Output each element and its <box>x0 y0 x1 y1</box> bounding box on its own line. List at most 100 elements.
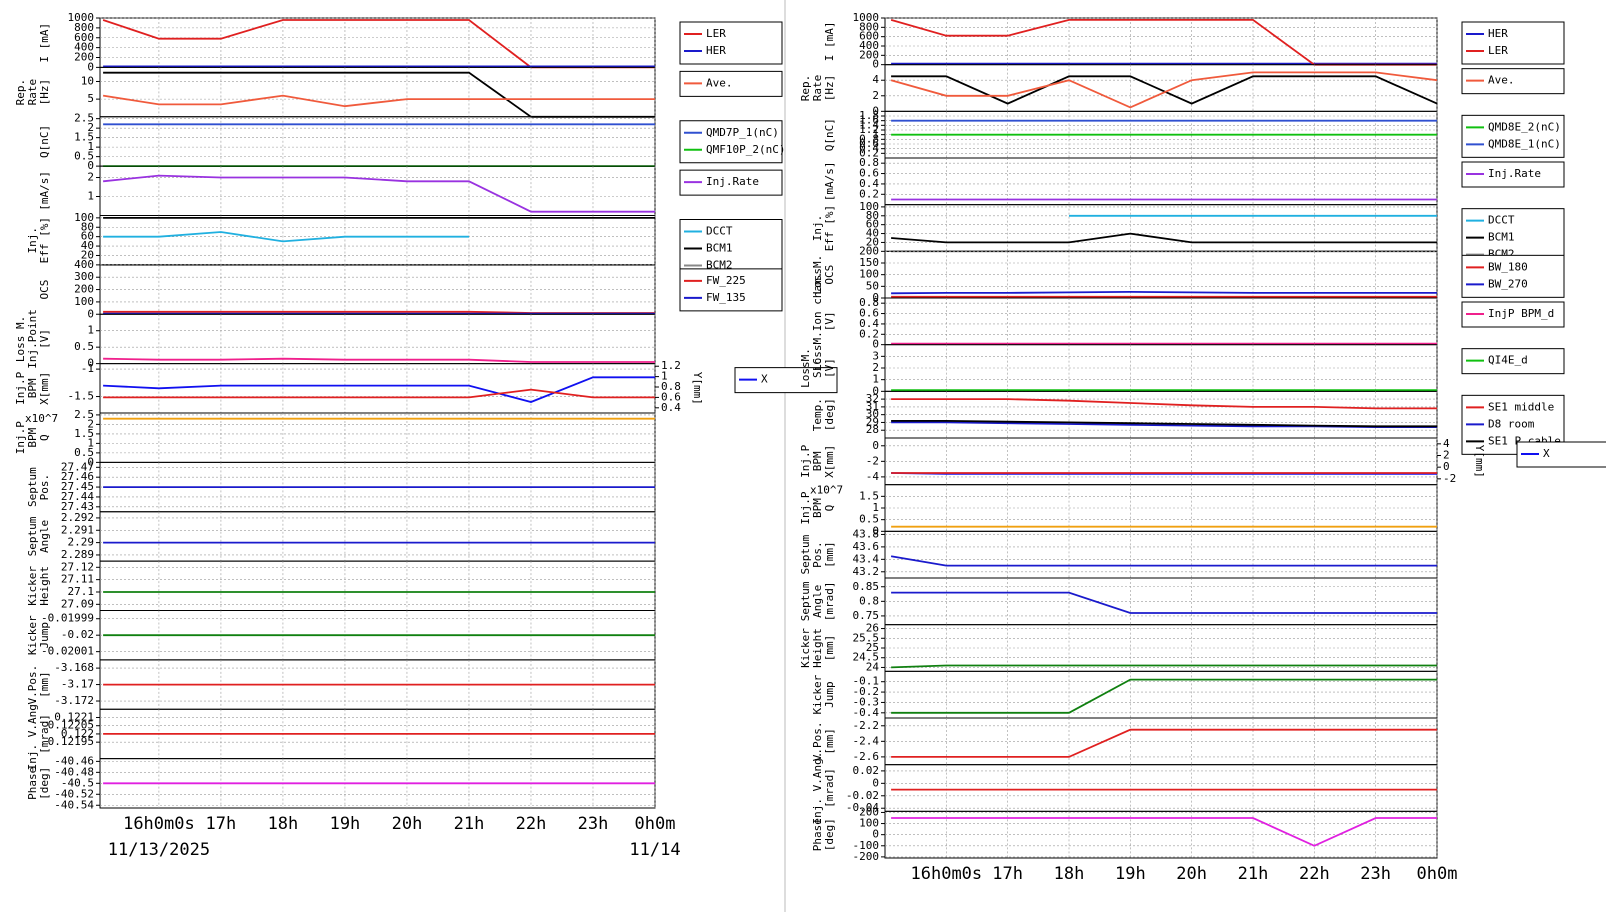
y-axis-label: OCS <box>823 265 836 285</box>
legend-label: BCM2 <box>706 259 733 272</box>
y-axis-label: Inj. <box>26 227 39 254</box>
legend-label: DCCT <box>706 225 733 238</box>
series-line <box>891 591 1437 614</box>
y-tick-label: 100 <box>859 200 879 213</box>
y-tick-label: 2 <box>87 417 94 430</box>
x-tick-label: 23h <box>578 814 609 834</box>
x-tick-label: 22h <box>516 814 547 834</box>
y-axis-label: Jump <box>38 622 51 649</box>
y-tick-label: 1.6 <box>859 114 879 127</box>
legend-label: Ave. <box>706 76 733 89</box>
y-tick-label: 1 <box>872 501 879 514</box>
y-axis-label: Eff [%] <box>823 205 836 251</box>
y-tick-label: 26 <box>866 622 879 635</box>
legend-label: HER <box>706 44 726 57</box>
y-axis-label: LossM. <box>799 348 812 388</box>
y-tick-label: 25 <box>866 641 879 654</box>
y-tick-label: 1 <box>872 373 879 386</box>
y2-tick-label: 0.4 <box>661 401 681 414</box>
y-tick-label: 2 <box>872 361 879 374</box>
y-tick-label: 200 <box>859 244 879 257</box>
y-axis-label: [Hz] <box>38 79 51 106</box>
y-tick-label: 43.6 <box>853 540 880 553</box>
series-line <box>103 231 469 243</box>
y-tick-label: 1 <box>87 324 94 337</box>
y-tick-label: 27.11 <box>61 573 94 586</box>
y-tick-label: 27.43 <box>61 500 94 513</box>
legend-box <box>679 21 783 65</box>
y-axis-label: Rep. <box>14 79 27 106</box>
y2-tick-label: 1 <box>661 370 668 383</box>
y-axis-label: X[mm] <box>38 372 51 405</box>
y-axis-label: Inj. V.Ang. <box>26 698 39 771</box>
y-tick-label: 400 <box>74 258 94 271</box>
y-tick-label: 0 <box>87 60 94 73</box>
y-axis-label: Phase <box>811 818 824 851</box>
y-tick-label: 1 <box>87 190 94 203</box>
y-tick-label: 800 <box>859 20 879 33</box>
y-tick-label: -3.168 <box>54 661 94 674</box>
y-axis-label: Kicker <box>811 674 824 714</box>
x-tick-label: 16h0m0s <box>911 864 983 884</box>
y-tick-label: 0 <box>872 338 879 351</box>
y-axis-label: Septum <box>26 516 39 556</box>
y-tick-label: 5 <box>87 92 94 105</box>
y-tick-label: 0 <box>87 357 94 370</box>
y-tick-label: 27.45 <box>61 480 94 493</box>
legend-label: QMD8E_1(nC) <box>1488 137 1561 150</box>
y-axis-label: Q[nC] <box>823 118 836 151</box>
y-tick-label: -0.2 <box>853 685 880 698</box>
series-line <box>890 555 1437 567</box>
series-line <box>891 75 1438 105</box>
y-tick-label: -2.6 <box>853 750 880 763</box>
legend-label: LER <box>706 27 726 40</box>
y-tick-label: 0.85 <box>853 580 880 593</box>
y-tick-label: -0.02001 <box>41 645 94 658</box>
y-axis-label: [deg] <box>823 818 836 851</box>
y-tick-label: 0.8 <box>859 594 879 607</box>
y-tick-label: 0.5 <box>74 446 94 459</box>
y-axis-label: [mrad] <box>823 768 836 808</box>
y-tick-label: 0 <box>872 384 879 397</box>
y-tick-label: 1000 <box>853 11 880 24</box>
legend-label: QI4E_d <box>1488 354 1528 367</box>
y-tick-label: 0.4 <box>859 177 879 190</box>
legend-label: Inj.Rate <box>1488 167 1541 180</box>
y-tick-label: 0 <box>872 104 879 117</box>
y-axis-label: LossM. <box>811 255 824 295</box>
x-tick-label: 20h <box>392 814 423 834</box>
legend-box <box>1461 21 1565 65</box>
y-tick-label: 600 <box>74 31 94 44</box>
x-tick-label: 0h0m <box>635 814 676 834</box>
y-tick-label: 40 <box>866 227 879 240</box>
legend-label: LER <box>1488 44 1508 57</box>
y-axis-label: [V] <box>823 311 836 331</box>
y-tick-label: 3 <box>872 349 879 362</box>
y-tick-label: 27.44 <box>61 490 94 503</box>
y-tick-label: 0.75 <box>853 609 880 622</box>
y-tick-label: 1 <box>87 436 94 449</box>
legend-label: Inj.Rate <box>706 175 759 188</box>
y-tick-label: 1 <box>87 140 94 153</box>
y-tick-label: 0.2 <box>859 327 879 340</box>
x-tick-label: 19h <box>1115 864 1146 884</box>
y-axis-label: Height <box>811 628 824 668</box>
y-tick-label: 40 <box>81 239 94 252</box>
y-tick-label: 0 <box>87 307 94 320</box>
y-tick-label: -1.5 <box>68 390 95 403</box>
y-tick-label: 43.2 <box>853 565 880 578</box>
x-tick-label: 0h0m <box>1417 864 1458 884</box>
legend-box <box>1461 254 1565 298</box>
y-tick-label: 0 <box>872 524 879 537</box>
y-axis-label: Septum <box>799 581 812 621</box>
y-tick-label: 27.12 <box>61 560 94 573</box>
legend-label: BW_180 <box>1488 260 1528 273</box>
y-tick-label: 50 <box>866 279 879 292</box>
y-axis-label: Kicker <box>799 628 812 668</box>
y-axis-label: Inj.P <box>14 421 27 454</box>
y-axis-label: LossM.Ion cham. <box>811 272 824 371</box>
y-tick-label: 0.6 <box>859 307 879 320</box>
y-axis-label: BPM <box>811 451 824 471</box>
y-tick-label: 100 <box>859 268 879 281</box>
